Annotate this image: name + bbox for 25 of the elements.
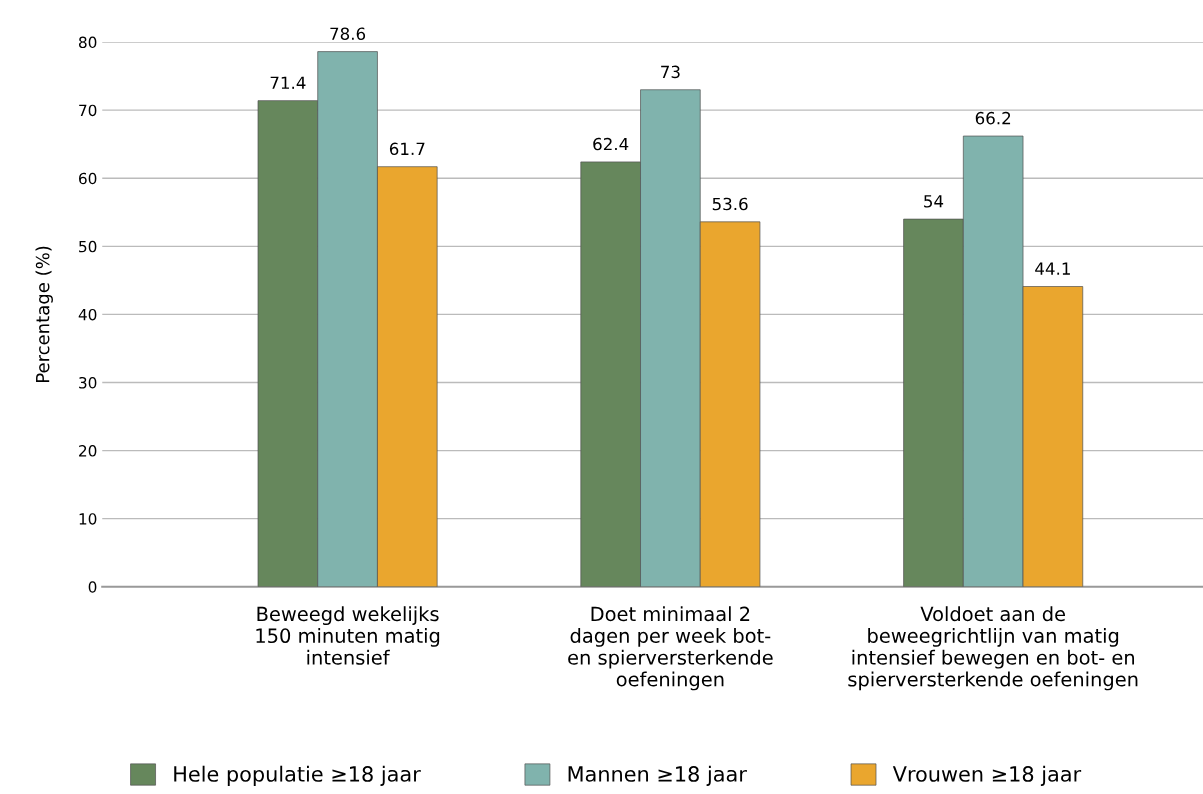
y-tick-label: 10 <box>79 513 97 525</box>
legend-label: Mannen ≥18 jaar <box>568 765 747 786</box>
y-tick-label: 20 <box>79 445 97 457</box>
data-label: 73 <box>661 65 680 79</box>
data-label: 71.4 <box>270 76 306 89</box>
y-tick-label: 0 <box>88 581 97 593</box>
x-tick-label: Voldoet aan de beweegrichtlijn van matig intensief bewegen en bot- en spierversterkende oefeningen <box>848 606 1138 691</box>
y-tick-label: 80 <box>78 36 97 49</box>
legend-label: Hele populatie ≥18 jaar <box>174 765 421 786</box>
data-label: 62.4 <box>593 137 629 151</box>
y-tick-label: 30 <box>79 376 97 389</box>
data-label: 44.1 <box>1035 262 1070 275</box>
y-tick-label: 50 <box>79 240 97 253</box>
data-label: 54 <box>924 195 944 208</box>
y-tick-label: 70 <box>79 104 97 117</box>
y-tick-label: 40 <box>78 308 97 321</box>
data-label: 66.2 <box>975 111 1011 125</box>
data-label: 61.7 <box>389 142 425 156</box>
data-label: 53.6 <box>712 197 748 211</box>
data-label: 78.6 <box>330 27 366 41</box>
y-axis-title: Percentage (%) <box>35 246 53 382</box>
legend-label: Vrouwen ≥18 jaar <box>892 765 1082 786</box>
y-tick-label: 60 <box>79 172 97 185</box>
x-tick-label: Beweegd wekelijks 150 minuten matig intensief <box>256 606 440 665</box>
x-tick-label: Doet minimaal 2 dagen per week bot- en spierversterkende oefeningen <box>568 606 773 691</box>
